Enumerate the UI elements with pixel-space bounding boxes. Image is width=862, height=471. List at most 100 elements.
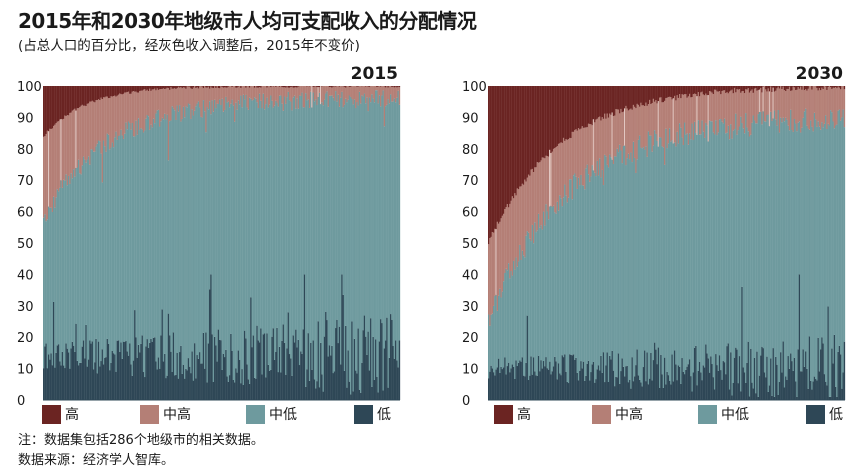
bar-segment-low <box>667 375 670 400</box>
bar-segment-low <box>775 356 777 400</box>
bar-segment-high <box>176 86 178 89</box>
bar-segment-high <box>312 86 315 87</box>
bar-segment-lower-middle <box>383 126 386 349</box>
bar-segment-lower-middle <box>263 109 266 334</box>
bar-segment-lower-middle <box>743 133 746 373</box>
bar-segment-lower-middle <box>716 135 718 366</box>
bar-segment-lower-middle <box>266 97 268 334</box>
bar-segment-low <box>327 356 329 400</box>
bar-segment-lower-middle <box>652 145 655 361</box>
bar-segment-upper-middle <box>300 86 302 96</box>
bar-segment-upper-middle <box>562 137 565 198</box>
bar-segment-upper-middle <box>703 95 706 138</box>
bar-segment-lower-middle <box>60 180 62 366</box>
bar-segment-low <box>732 383 735 400</box>
bar-segment-low <box>186 370 188 400</box>
bar-segment-lower-middle <box>605 156 607 366</box>
bar-segment-upper-middle <box>570 138 572 180</box>
bar-segment-upper-middle <box>522 184 525 256</box>
bar-segment-low <box>757 396 760 400</box>
bar-segment-lower-middle <box>596 160 598 370</box>
bar-segment-low <box>832 363 834 400</box>
bar-segment-upper-middle <box>574 130 576 174</box>
legend-label-low: 低 <box>377 407 391 423</box>
bar-segment-lower-middle <box>509 278 511 373</box>
bar-segment-high <box>534 86 536 168</box>
bar-segment-upper-middle <box>82 105 85 157</box>
bar-segment-low <box>122 341 125 400</box>
bar-segment-high <box>335 86 337 87</box>
bar-segment-high <box>82 86 85 106</box>
bar-segment-lower-middle <box>640 147 642 383</box>
y-tick-label: 60 <box>462 206 479 221</box>
bar-segment-lower-middle <box>192 115 195 381</box>
bar-segment-high <box>569 86 571 138</box>
bar-segment-upper-middle <box>614 115 616 157</box>
bar-segment-low <box>278 346 281 400</box>
bar-segment-lower-middle <box>199 107 201 353</box>
bar-segment-upper-middle <box>353 86 356 100</box>
bar-segment-lower-middle <box>737 130 740 384</box>
bar-segment-low <box>332 373 334 400</box>
bar-segment-high <box>609 86 611 114</box>
bar-segment-upper-middle <box>756 90 758 124</box>
bar-segment-low <box>246 364 248 400</box>
bar-segment-low <box>640 382 642 400</box>
bar-segment-lower-middle <box>297 108 300 340</box>
bar-segment-low <box>765 377 767 400</box>
bar-segment-lower-middle <box>762 111 765 349</box>
bar-segment-low <box>230 333 232 400</box>
bar-segment-upper-middle <box>601 117 603 170</box>
bar-segment-low <box>812 381 814 400</box>
bar-segment-lower-middle <box>235 102 237 369</box>
bar-segment-upper-middle <box>170 87 172 121</box>
bar-segment-upper-middle <box>303 86 306 108</box>
bar-segment-upper-middle <box>342 86 344 108</box>
bar-segment-upper-middle <box>261 86 263 109</box>
bar-segment-upper-middle <box>331 87 333 96</box>
bar-highlight <box>495 229 497 295</box>
bar-segment-high <box>225 86 227 88</box>
bar-segment-lower-middle <box>181 118 183 374</box>
bar-segment-low <box>61 351 64 400</box>
bar-segment-upper-middle <box>822 89 824 128</box>
bar-segment-upper-middle <box>171 88 173 107</box>
bar-segment-lower-middle <box>214 99 216 337</box>
bar-segment-high <box>95 86 97 101</box>
bar-segment-lower-middle <box>539 227 541 372</box>
bar-segment-upper-middle <box>504 209 506 273</box>
bar-segment-high <box>772 86 774 88</box>
bar-segment-lower-middle <box>676 131 678 381</box>
bar-segment-low <box>786 379 788 400</box>
bar-segment-lower-middle <box>156 110 158 370</box>
bar-segment-upper-middle <box>488 244 490 315</box>
bar-segment-upper-middle <box>544 158 546 226</box>
bar-segment-high <box>758 86 761 90</box>
bar-segment-lower-middle <box>612 163 615 371</box>
bar-segment-upper-middle <box>313 86 316 102</box>
bar-segment-low <box>90 343 92 400</box>
bar-segment-low <box>134 310 136 400</box>
bar-highlight <box>60 118 62 181</box>
bar-segment-upper-middle <box>617 109 620 153</box>
bar-segment-lower-middle <box>270 95 272 370</box>
bar-segment-low <box>751 382 753 400</box>
bar-segment-lower-middle <box>194 110 196 344</box>
bar-segment-high <box>511 86 514 197</box>
bar-segment-high <box>798 86 801 89</box>
bar-segment-low <box>664 357 666 400</box>
bar-segment-high <box>746 86 748 90</box>
bar-segment-high <box>667 86 670 97</box>
bar-segment-lower-middle <box>499 288 501 373</box>
bar-segment-lower-middle <box>832 121 834 364</box>
bar-segment-lower-middle <box>843 127 846 342</box>
bar-segment-lower-middle <box>251 100 253 348</box>
bar-segment-low <box>708 372 711 400</box>
bar-segment-lower-middle <box>559 195 561 374</box>
bar-segment-upper-middle <box>395 86 397 103</box>
bar-segment-upper-middle <box>85 106 87 163</box>
bar-segment-upper-middle <box>541 157 544 230</box>
bar-segment-upper-middle <box>201 86 203 118</box>
panel-2030: 0 10 20 30 40 50 60 70 80 90 100 2030 <box>455 62 850 422</box>
bar-segment-low <box>204 368 206 400</box>
